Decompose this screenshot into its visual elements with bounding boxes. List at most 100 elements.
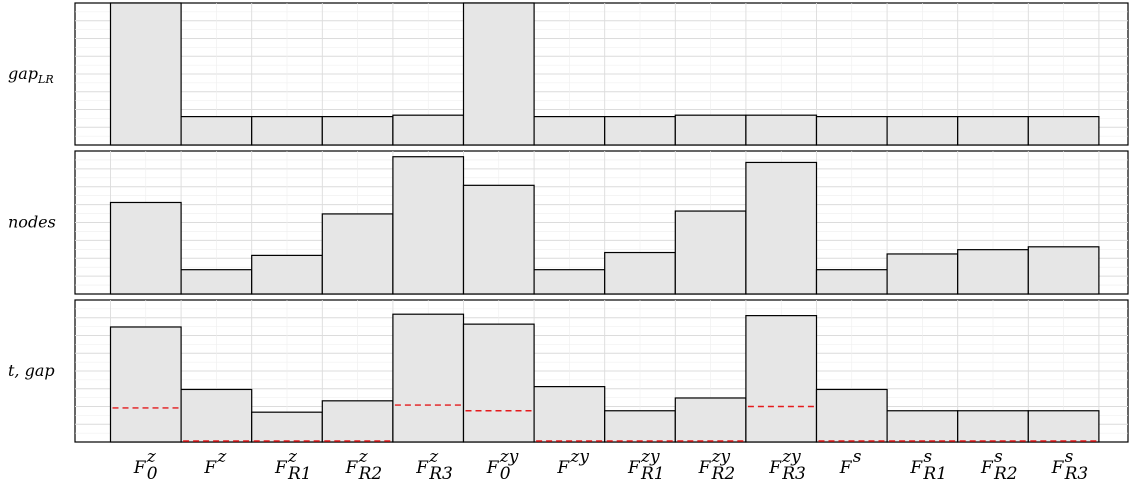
y-axis-label-2: nodes — [8, 213, 56, 232]
bar-3-2 — [180, 388, 253, 443]
bar-2-1 — [109, 201, 182, 295]
svg-text:R3: R3 — [1064, 464, 1089, 484]
bar-1-2 — [180, 115, 253, 146]
y-axis-label-3: t, gap — [8, 361, 55, 380]
svg-text:F: F — [698, 458, 712, 478]
bar-2-6 — [462, 184, 535, 295]
svg-text:R3: R3 — [428, 464, 453, 484]
bar-1-4 — [321, 115, 394, 146]
bar-1-12 — [886, 115, 959, 146]
svg-text:s: s — [923, 447, 932, 467]
svg-text:F: F — [627, 458, 641, 478]
bar-1-13 — [957, 115, 1029, 146]
bar-1-11 — [815, 115, 888, 146]
bar-3-10 — [745, 315, 818, 443]
bar-1-14 — [1027, 115, 1100, 146]
bar-2-14 — [1027, 246, 1100, 295]
bar-2-11 — [815, 269, 888, 295]
bar-1-6 — [462, 2, 535, 146]
bar-3-12 — [886, 410, 959, 443]
bar-3-1 — [109, 326, 182, 443]
bar-2-2 — [180, 269, 253, 295]
bar-1-9 — [674, 114, 747, 146]
svg-text:0: 0 — [500, 464, 511, 484]
svg-text:R2: R2 — [993, 464, 1018, 484]
svg-text:F: F — [345, 458, 359, 478]
bar-1-10 — [745, 114, 818, 146]
svg-text:0: 0 — [147, 464, 158, 484]
bar-3-14 — [1027, 410, 1100, 443]
svg-text:R3: R3 — [781, 464, 806, 484]
svg-text:zy: zy — [640, 447, 660, 467]
svg-text:F: F — [909, 458, 923, 478]
x-tick-label-1: Fz0 — [133, 447, 158, 484]
panel-1: gapLR — [8, 2, 1129, 146]
bar-3-11 — [815, 388, 888, 443]
svg-text:F: F — [133, 458, 147, 478]
bar-3-9 — [674, 397, 747, 443]
bar-3-6 — [462, 323, 535, 443]
bar-1-7 — [533, 115, 606, 146]
svg-text:zy: zy — [499, 447, 519, 467]
x-tick-label-11: Fs — [839, 447, 862, 478]
x-tick-label-7: Fzy — [556, 447, 589, 478]
svg-text:F: F — [980, 458, 994, 478]
bar-2-4 — [321, 213, 394, 295]
x-tick-label-2: Fz — [203, 447, 227, 478]
panel-3: t, gap — [8, 299, 1129, 443]
bar-3-4 — [321, 400, 394, 443]
bar-1-5 — [392, 114, 465, 146]
panel-2: nodes — [8, 150, 1129, 295]
svg-text:z: z — [428, 447, 439, 467]
bar-3-5 — [392, 313, 465, 443]
svg-text:R2: R2 — [358, 464, 383, 484]
svg-text:s: s — [994, 447, 1003, 467]
svg-text:F: F — [415, 458, 429, 478]
bar-2-12 — [886, 253, 959, 295]
svg-text:R2: R2 — [711, 464, 736, 484]
svg-text:F: F — [486, 458, 500, 478]
bar-3-3 — [251, 411, 323, 443]
bar-2-5 — [392, 156, 465, 295]
bar-3-7 — [533, 386, 606, 443]
svg-text:z: z — [216, 447, 227, 467]
svg-text:F: F — [1051, 458, 1065, 478]
bar-2-9 — [674, 210, 747, 295]
svg-text:F: F — [768, 458, 782, 478]
svg-text:s: s — [1065, 447, 1074, 467]
y-axis-label-1: gapLR — [8, 64, 54, 86]
panels-layer: gapLR nodes t, gap — [8, 2, 1129, 443]
svg-text:F: F — [274, 458, 288, 478]
svg-text:z: z — [358, 447, 369, 467]
svg-text:zy: zy — [569, 447, 589, 467]
svg-text:R1: R1 — [640, 464, 665, 484]
bar-1-3 — [251, 115, 323, 146]
bar-3-13 — [957, 410, 1029, 443]
bar-2-8 — [604, 251, 676, 295]
svg-text:z: z — [287, 447, 298, 467]
bar-2-3 — [251, 254, 323, 295]
bar-1-1 — [109, 2, 182, 146]
svg-text:F: F — [203, 458, 217, 478]
svg-text:R1: R1 — [922, 464, 947, 484]
bar-2-13 — [957, 249, 1029, 295]
bar-1-8 — [604, 115, 676, 146]
svg-text:z: z — [146, 447, 157, 467]
svg-text:zy: zy — [711, 447, 731, 467]
svg-text:s: s — [853, 447, 862, 467]
svg-text:F: F — [556, 458, 570, 478]
svg-text:R1: R1 — [287, 464, 312, 484]
svg-text:zy: zy — [781, 447, 801, 467]
